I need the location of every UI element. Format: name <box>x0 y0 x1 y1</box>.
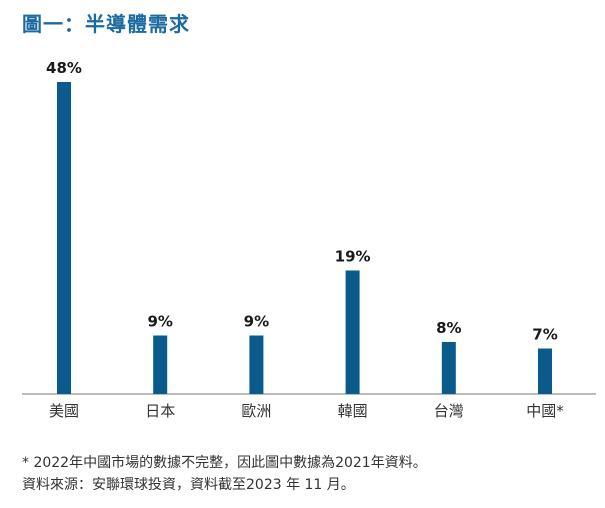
bar-4 <box>441 342 456 394</box>
bar-5 <box>538 348 552 394</box>
bar-3 <box>345 270 360 394</box>
data-label-0: 48% <box>46 59 82 77</box>
footnotes: * 2022年中國市場的數據不完整，因此圖中數據為2021年資料。 資料來源：安… <box>22 452 427 496</box>
bar-1 <box>153 335 168 394</box>
data-label-1: 9% <box>147 313 172 331</box>
category-label-4: 台灣 <box>434 402 464 420</box>
data-label-3: 19% <box>335 248 371 266</box>
category-label-1: 日本 <box>145 402 175 420</box>
bar-0 <box>57 82 71 394</box>
chart-title: 圖一：半導體需求 <box>22 12 190 36</box>
bar-chart: 48% 9% 9% 19% 8% 7% 美國 日本 歐洲 韓國 台灣 中國* <box>22 59 596 420</box>
category-label-0: 美國 <box>49 402 79 420</box>
data-label-2: 9% <box>244 313 269 331</box>
footnote-note: * 2022年中國市場的數據不完整，因此圖中數據為2021年資料。 <box>22 455 427 471</box>
bar-2 <box>249 335 264 394</box>
data-label-4: 8% <box>436 319 461 337</box>
footnote-source: 資料來源：安聯環球投資，資料截至2023 年 11 月。 <box>22 477 355 493</box>
category-label-5: 中國* <box>526 402 564 420</box>
category-label-3: 韓國 <box>338 402 368 420</box>
category-label-2: 歐洲 <box>241 402 271 420</box>
data-label-5: 7% <box>532 326 557 344</box>
